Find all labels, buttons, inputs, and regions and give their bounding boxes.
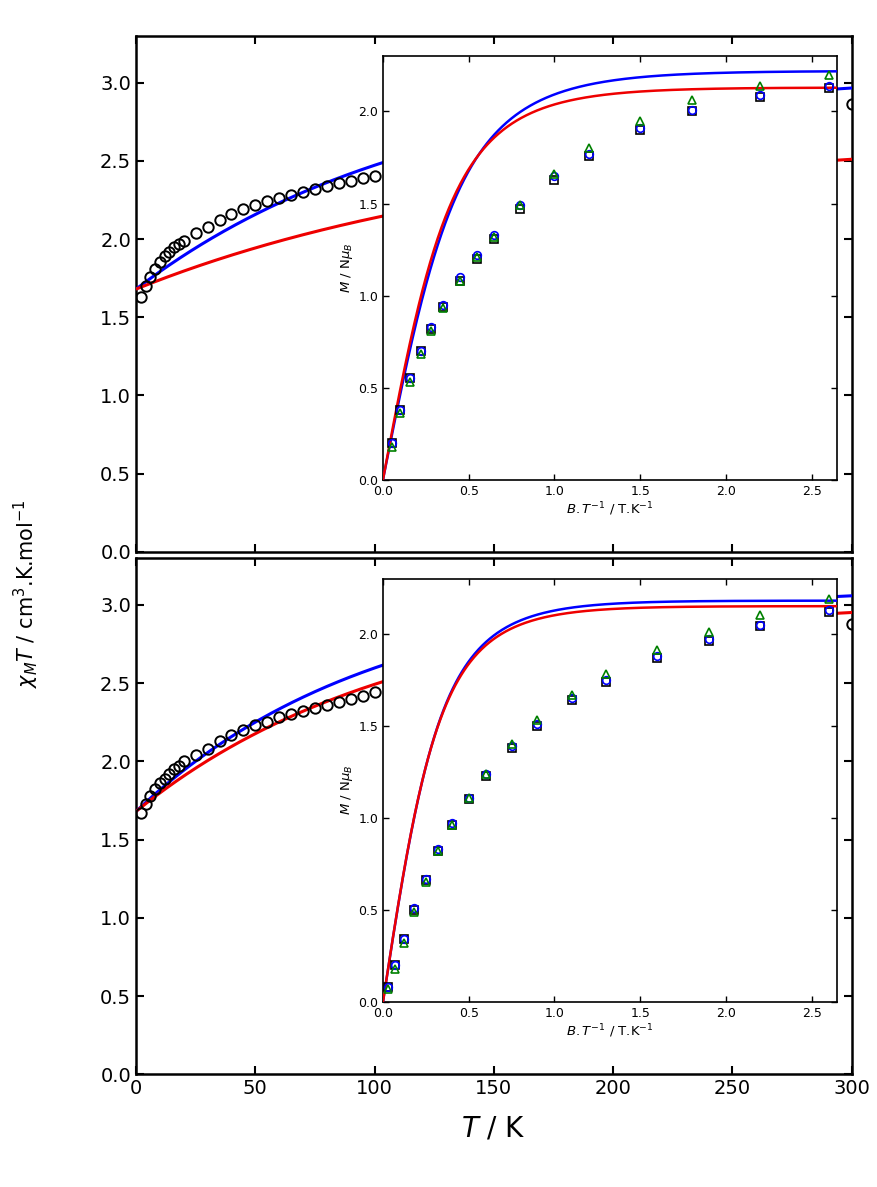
Text: $\chi_M T$ / cm$^3$.K.mol$^{-1}$: $\chi_M T$ / cm$^3$.K.mol$^{-1}$ [11,500,41,687]
X-axis label: $T$ / K: $T$ / K [461,1115,525,1143]
